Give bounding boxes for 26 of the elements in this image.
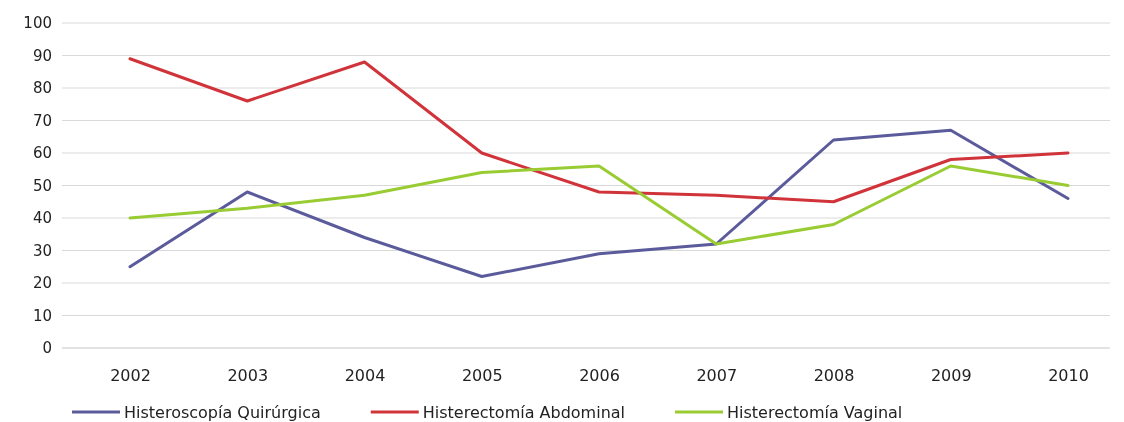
x-tick-label: 2002 (110, 366, 151, 386)
y-tick-label: 80 (32, 79, 52, 98)
y-tick-label: 90 (32, 46, 52, 65)
legend-label: Histerectomía Abdominal (422, 403, 626, 422)
y-tick-label: 0 (42, 339, 52, 358)
y-tick-label: 30 (32, 241, 52, 260)
line-series (128, 57, 1070, 204)
x-tick-label: 2004 (344, 366, 386, 386)
x-tick-label: 2005 (461, 366, 503, 386)
y-tick-label: 50 (32, 176, 52, 195)
x-tick-label: 2008 (813, 366, 855, 386)
y-tick-label: 40 (32, 209, 52, 228)
y-tick-label: 60 (32, 144, 52, 163)
x-tick-label: 2009 (930, 366, 972, 386)
y-tick-label: 100 (23, 14, 52, 33)
y-tick-label: 20 (32, 274, 52, 293)
legend-label: Histerectomía Vaginal (727, 403, 903, 422)
legend-label: Histeroscopía Quirúrgica (124, 403, 321, 422)
y-tick-label: 10 (32, 306, 52, 325)
x-tick-label: 2003 (227, 366, 269, 386)
x-tick-label: 2006 (579, 366, 620, 386)
line-series (128, 128, 1070, 278)
x-tick-label: 2010 (1048, 366, 1089, 386)
x-tick-label: 2007 (696, 366, 738, 386)
y-tick-label: 70 (32, 111, 52, 130)
line-series (128, 164, 1070, 246)
